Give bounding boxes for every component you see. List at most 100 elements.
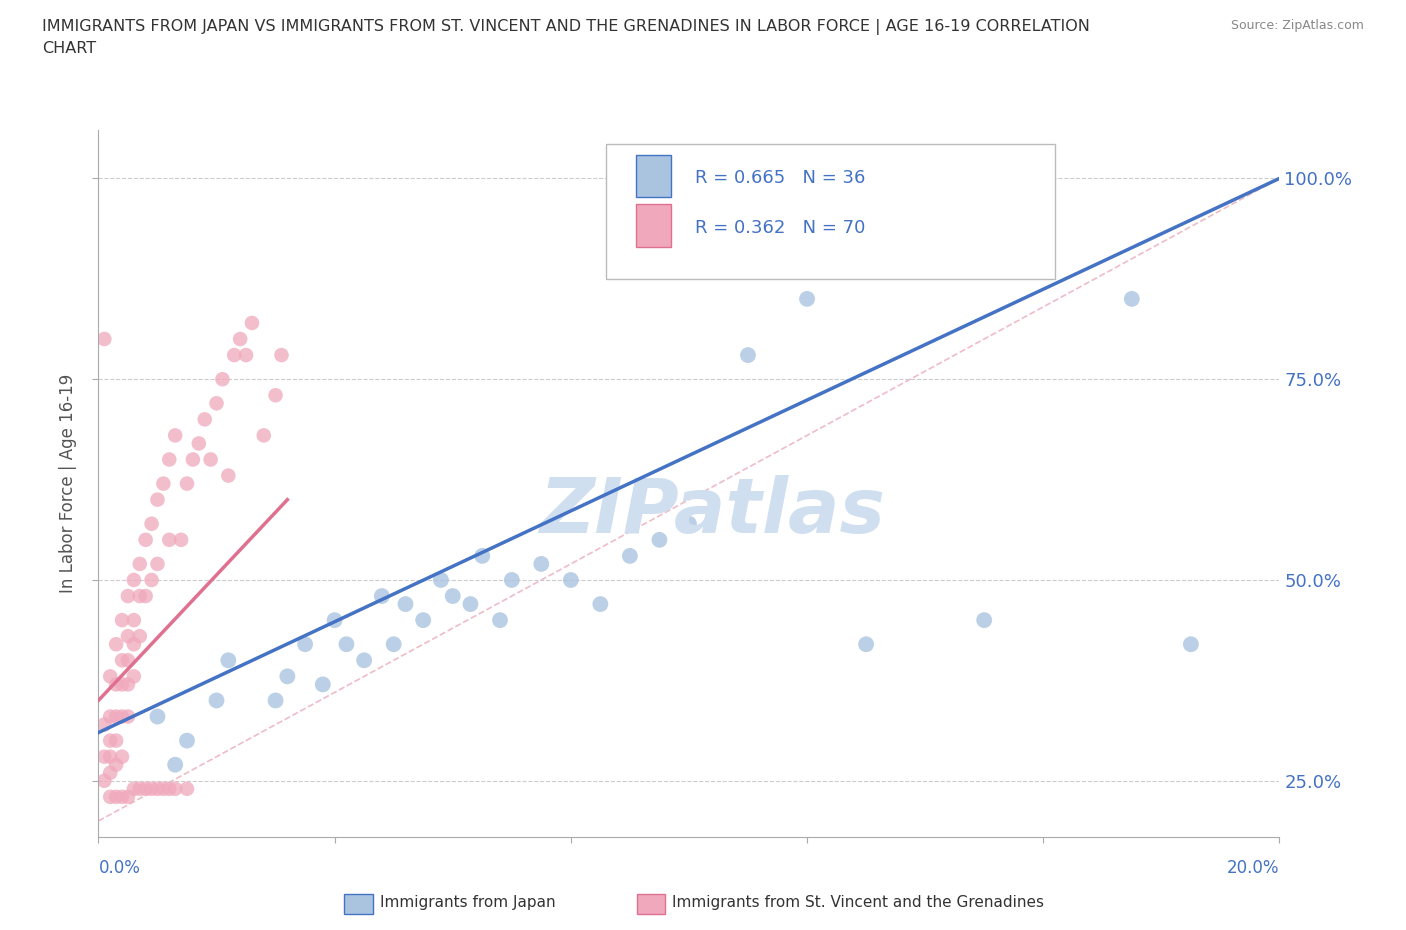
Y-axis label: In Labor Force | Age 16-19: In Labor Force | Age 16-19 — [59, 374, 77, 593]
Point — [111, 709, 134, 724]
Point — [165, 757, 187, 772]
Point — [146, 781, 169, 796]
Point — [105, 733, 128, 748]
Point — [264, 693, 287, 708]
Point — [460, 597, 482, 612]
Point — [382, 637, 405, 652]
Point — [294, 637, 316, 652]
Point — [105, 677, 128, 692]
Point — [187, 436, 209, 451]
Point — [98, 765, 121, 780]
Point — [117, 677, 139, 692]
Point — [619, 549, 641, 564]
Point — [93, 774, 115, 789]
Point — [146, 492, 169, 507]
Point — [111, 790, 134, 804]
Point — [111, 653, 134, 668]
Point — [152, 476, 174, 491]
Point — [111, 750, 134, 764]
Point — [217, 653, 239, 668]
Point — [211, 372, 233, 387]
Point — [489, 613, 512, 628]
Point — [1032, 195, 1054, 210]
Point — [98, 669, 121, 684]
Point — [141, 781, 163, 796]
Point — [105, 637, 128, 652]
Point — [170, 532, 193, 547]
Point — [135, 781, 157, 796]
Point — [111, 613, 134, 628]
Point — [560, 573, 582, 588]
Point — [394, 597, 416, 612]
Point — [122, 637, 145, 652]
Point — [648, 532, 671, 547]
Point — [165, 781, 187, 796]
Point — [157, 781, 180, 796]
Point — [205, 693, 228, 708]
Point — [141, 516, 163, 531]
Point — [353, 653, 375, 668]
Point — [128, 556, 150, 571]
Text: R = 0.362   N = 70: R = 0.362 N = 70 — [695, 219, 865, 237]
Point — [111, 677, 134, 692]
Point — [128, 629, 150, 644]
Point — [122, 613, 145, 628]
Point — [796, 291, 818, 306]
Point — [181, 452, 204, 467]
Point — [200, 452, 222, 467]
Point — [122, 781, 145, 796]
Point — [117, 653, 139, 668]
FancyBboxPatch shape — [636, 155, 671, 197]
Point — [157, 532, 180, 547]
Point — [93, 750, 115, 764]
Point — [323, 613, 346, 628]
Point — [93, 332, 115, 347]
Point — [371, 589, 394, 604]
Point — [176, 733, 198, 748]
Point — [165, 428, 187, 443]
Point — [471, 549, 494, 564]
Point — [253, 428, 276, 443]
Text: ZIPatlas: ZIPatlas — [540, 475, 886, 549]
Point — [128, 589, 150, 604]
Point — [1121, 291, 1143, 306]
Point — [264, 388, 287, 403]
Point — [312, 677, 335, 692]
Point — [157, 452, 180, 467]
Point — [152, 781, 174, 796]
Text: 0.0%: 0.0% — [98, 859, 141, 878]
Point — [122, 573, 145, 588]
FancyBboxPatch shape — [636, 205, 671, 246]
Point — [105, 709, 128, 724]
Text: Source: ZipAtlas.com: Source: ZipAtlas.com — [1230, 19, 1364, 32]
Point — [217, 468, 239, 483]
Point — [98, 733, 121, 748]
Point — [135, 532, 157, 547]
Point — [117, 709, 139, 724]
Text: Immigrants from Japan: Immigrants from Japan — [380, 895, 555, 910]
Point — [229, 332, 252, 347]
Point — [441, 589, 464, 604]
Point — [98, 709, 121, 724]
Point — [1002, 227, 1025, 242]
Point — [141, 573, 163, 588]
Text: 20.0%: 20.0% — [1227, 859, 1279, 878]
Point — [146, 709, 169, 724]
Text: IMMIGRANTS FROM JAPAN VS IMMIGRANTS FROM ST. VINCENT AND THE GRENADINES IN LABOR: IMMIGRANTS FROM JAPAN VS IMMIGRANTS FROM… — [42, 19, 1090, 56]
Point — [276, 669, 298, 684]
Point — [117, 629, 139, 644]
FancyBboxPatch shape — [606, 144, 1054, 279]
Point — [240, 315, 263, 330]
Point — [128, 781, 150, 796]
Point — [1180, 637, 1202, 652]
Point — [270, 348, 292, 363]
Point — [105, 790, 128, 804]
Point — [430, 573, 453, 588]
Point — [117, 790, 139, 804]
Point — [194, 412, 217, 427]
Point — [93, 717, 115, 732]
Point — [737, 348, 759, 363]
Point — [855, 637, 877, 652]
Point — [146, 556, 169, 571]
Point — [117, 589, 139, 604]
